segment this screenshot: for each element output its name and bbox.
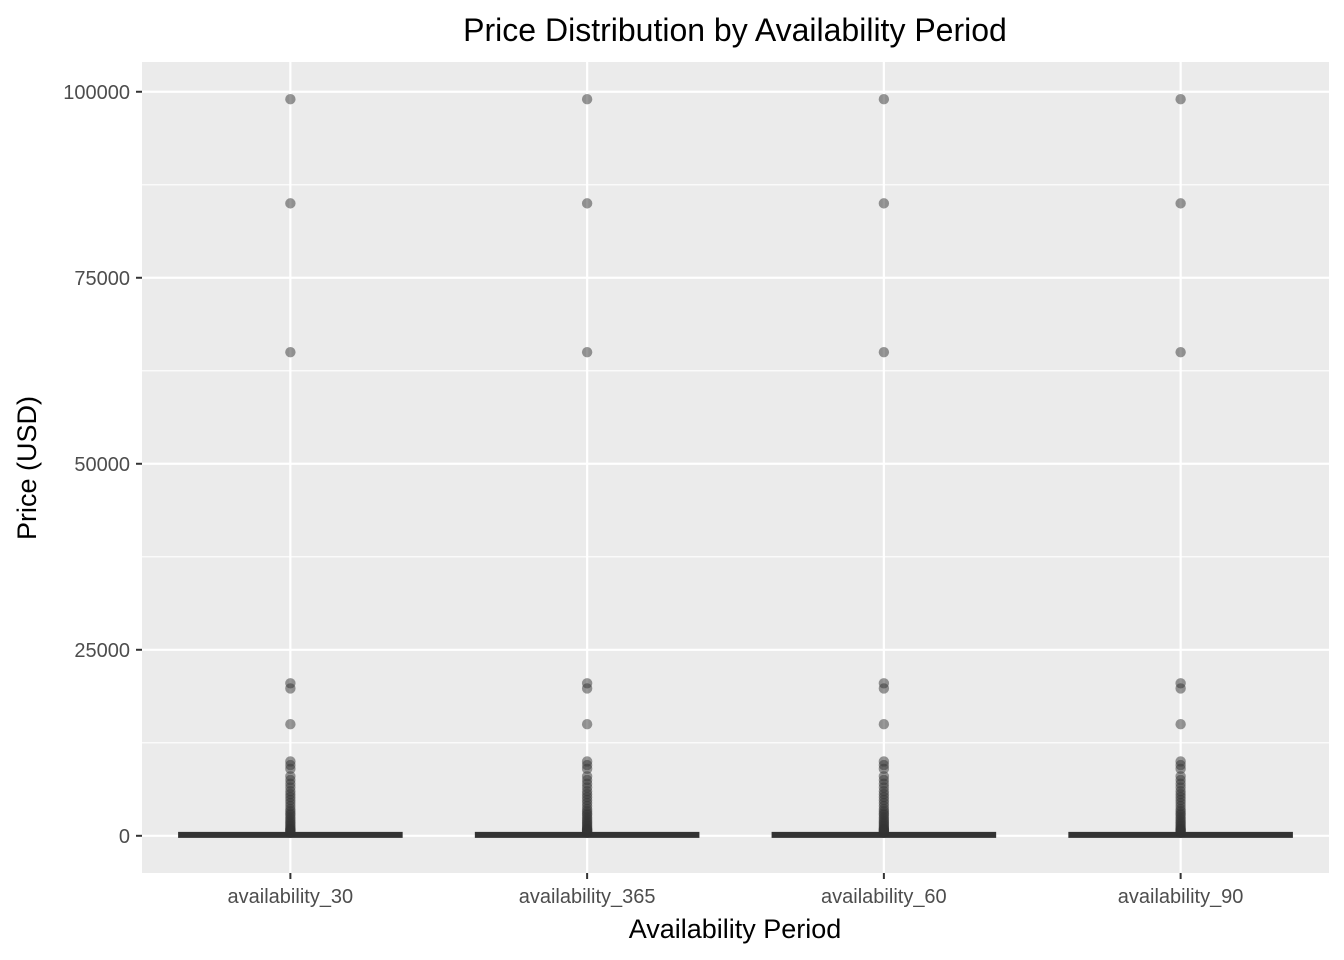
outlier-point — [581, 94, 593, 105]
outlier-point — [285, 718, 296, 730]
outlier-point — [581, 718, 593, 730]
outlier-points — [285, 94, 1186, 839]
y-tick-label: 25000 — [74, 640, 130, 662]
outlier-point — [285, 756, 296, 767]
x-tick-label: availability_90 — [1118, 886, 1244, 908]
outlier-point — [1175, 771, 1186, 782]
outlier-point — [1175, 678, 1186, 689]
outlier-point — [285, 771, 296, 782]
outlier-point — [285, 346, 296, 358]
outlier-point — [1175, 346, 1186, 358]
minor-gridlines — [142, 184, 1329, 744]
panel-background — [142, 62, 1329, 873]
x-tick-label: availability_365 — [519, 886, 656, 908]
y-axis-title: Price (USD) — [12, 396, 42, 540]
outlier-point — [285, 198, 296, 209]
y-tick-label: 100000 — [63, 82, 130, 104]
outlier-point — [285, 94, 296, 105]
outlier-point — [878, 718, 890, 730]
y-tick-label: 50000 — [74, 454, 130, 476]
chart-title: Price Distribution by Availability Perio… — [463, 12, 1007, 48]
outlier-point — [878, 346, 890, 358]
outlier-point — [878, 756, 890, 767]
y-axis: 0 25000 50000 75000 100000 — [63, 82, 142, 848]
x-tick-label: availability_60 — [821, 886, 947, 908]
outlier-point — [581, 771, 593, 782]
major-gridlines — [142, 62, 1329, 873]
x-axis-title: Availability Period — [629, 914, 842, 944]
x-tick-label: availability_30 — [228, 886, 354, 908]
outlier-point — [1175, 718, 1186, 730]
outlier-point — [285, 678, 296, 689]
outlier-point — [581, 678, 593, 689]
outlier-point — [1175, 198, 1186, 209]
y-tick-label: 75000 — [74, 268, 130, 290]
outlier-point — [878, 771, 890, 782]
outlier-point — [581, 346, 593, 358]
outlier-point — [878, 678, 890, 689]
y-tick-label: 0 — [119, 826, 130, 848]
outlier-point — [581, 756, 593, 767]
outlier-point — [1175, 94, 1186, 105]
outlier-point — [581, 198, 593, 209]
outlier-point — [878, 198, 890, 209]
outlier-point — [878, 94, 890, 105]
outlier-point — [1175, 756, 1186, 767]
x-axis: availability_30 availability_365 availabil… — [228, 873, 1244, 908]
